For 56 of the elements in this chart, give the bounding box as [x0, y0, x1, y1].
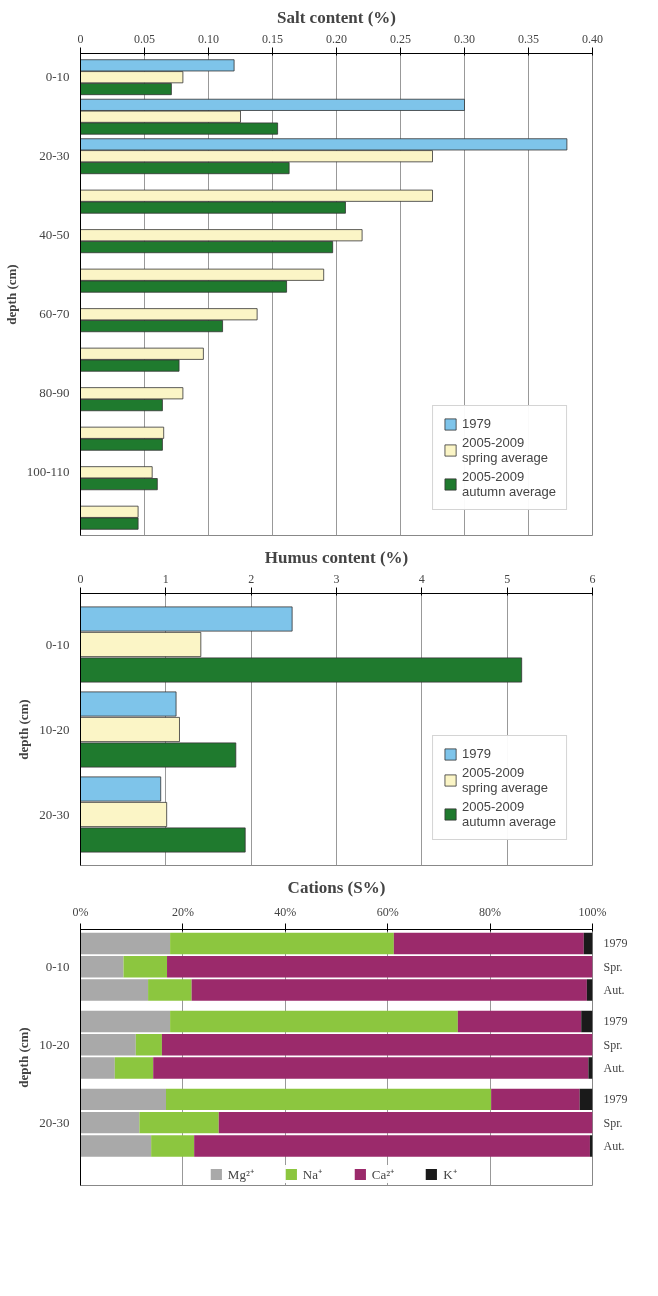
x-tick-label: 5	[504, 571, 511, 586]
y-tick-label: 80-90	[39, 385, 70, 401]
y-tick-label: 100-110	[26, 464, 70, 480]
x-tick-label: 40%	[274, 904, 297, 919]
x-tick-label: 3	[333, 571, 340, 586]
x-tick-label: 0	[77, 31, 84, 46]
legend-label: 1979	[462, 746, 491, 761]
y-tick-label: Aut.	[603, 1060, 625, 1075]
y-axis-title: depth (cm)	[3, 264, 19, 325]
legend-label: 2005-2009 autumn average	[462, 799, 556, 829]
y-tick-label: Spr.	[603, 1115, 623, 1130]
y-tick-label: 20-30	[39, 806, 70, 822]
x-tick-label: 0.30	[454, 31, 475, 46]
y-tick-label: 0-10	[45, 636, 70, 652]
y-tick-label: Aut.	[603, 983, 625, 998]
y-tick-label: Aut.	[603, 1138, 625, 1153]
y-tick-label: 1979	[603, 1092, 628, 1107]
x-tick-label: 0.35	[518, 31, 539, 46]
chart-title: Humus content (%)	[264, 547, 409, 567]
x-tick-label: 0.10	[198, 31, 219, 46]
x-tick-label: 2	[248, 571, 255, 586]
x-tick-label: 0.05	[134, 31, 155, 46]
y-tick-label: 40-50	[39, 227, 70, 243]
x-tick-label: 20%	[171, 904, 194, 919]
legend-label: 2005-2009 autumn average	[462, 469, 556, 499]
legend-label: Ca²⁺	[371, 1166, 395, 1183]
y-tick-label: 20-30	[39, 148, 70, 164]
x-tick-label: 4	[418, 571, 425, 586]
y-tick-label: Spr.	[603, 1037, 623, 1052]
y-tick-label: 10-20	[39, 721, 70, 737]
x-tick-label: 0.15	[262, 31, 283, 46]
y-axis-title: depth (cm)	[16, 1027, 32, 1088]
y-axis-title: depth (cm)	[16, 699, 32, 760]
x-tick-label: 6	[589, 571, 596, 586]
x-tick-label: 1	[162, 571, 169, 586]
x-tick-label: 0.25	[390, 31, 411, 46]
legend-label: 2005-2009 spring average	[462, 765, 549, 795]
y-tick-label: 0-10	[45, 69, 70, 85]
x-tick-label: 0.40	[582, 31, 603, 46]
chart-title: Cations (S%)	[287, 877, 386, 897]
legend-label: Na⁺	[302, 1166, 323, 1183]
x-tick-label: 0	[77, 571, 84, 586]
chart-title: Salt content (%)	[277, 7, 396, 27]
legend-label: 2005-2009 spring average	[462, 435, 549, 465]
x-tick-label: 60%	[376, 904, 399, 919]
x-tick-label: 80%	[479, 904, 502, 919]
x-tick-label: 0.20	[326, 31, 347, 46]
x-tick-label: 100%	[578, 904, 607, 919]
legend-label: K⁺	[443, 1166, 458, 1183]
y-tick-label: Spr.	[603, 959, 623, 974]
x-tick-label: 0%	[72, 904, 89, 919]
y-tick-label: 1979	[603, 1014, 628, 1029]
legend-label: 1979	[462, 416, 491, 431]
legend-label: Mg²⁺	[227, 1166, 254, 1183]
y-tick-label: 1979	[603, 936, 628, 951]
y-tick-label: 60-70	[39, 306, 70, 322]
